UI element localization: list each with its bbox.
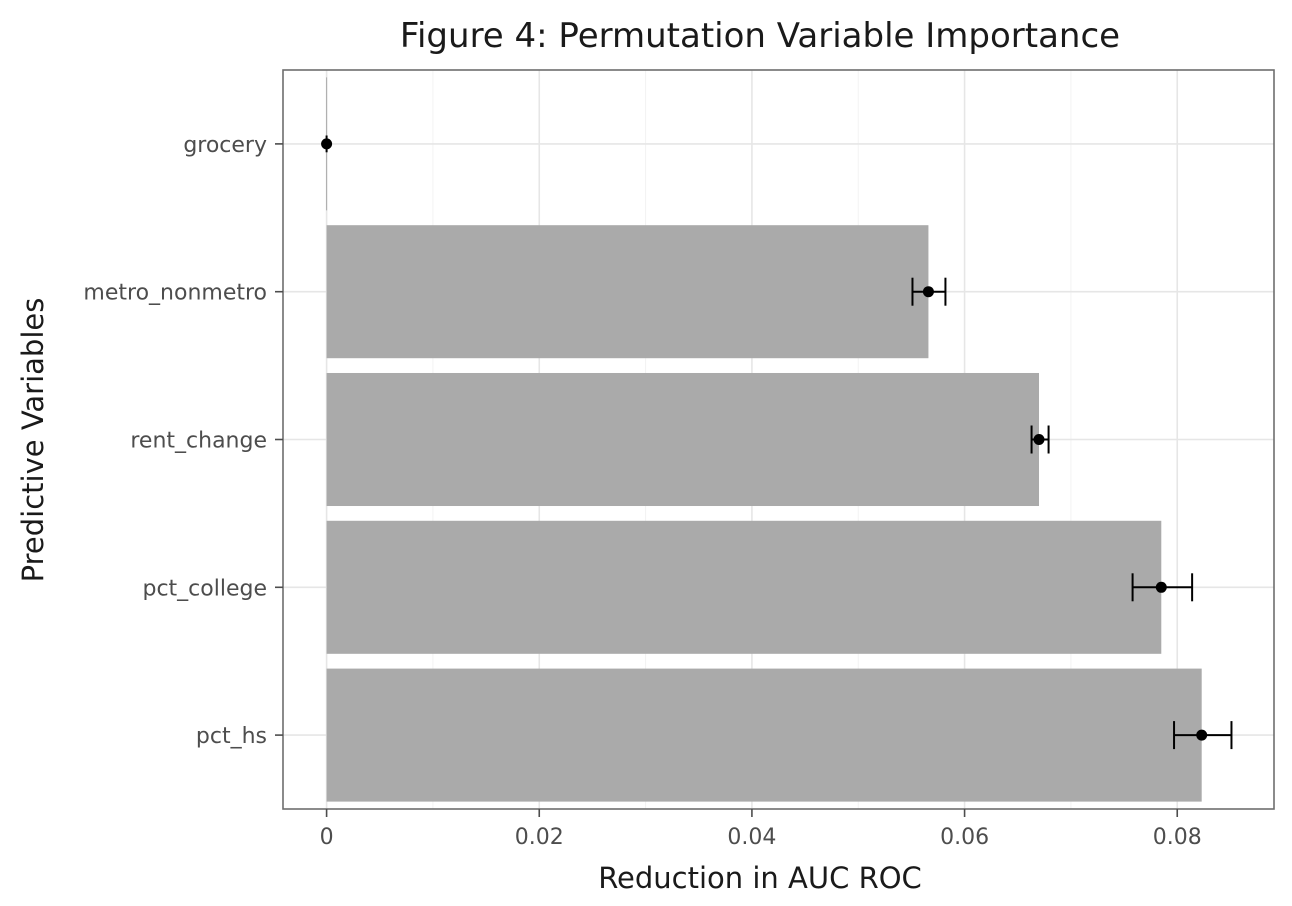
y-tick-label: pct_college	[142, 576, 267, 601]
bars	[326, 77, 1202, 802]
bar	[326, 372, 1040, 507]
y-tick-label: metro_nonmetro	[83, 281, 267, 306]
x-tick-label: 0.02	[515, 825, 564, 850]
x-tick-label: 0.06	[940, 825, 989, 850]
y-tick-label: grocery	[183, 133, 267, 158]
data-point	[1196, 729, 1208, 741]
bar	[326, 225, 929, 359]
y-axis-ticks: grocery metro_nonmetro rent_change pct_coll…	[83, 133, 283, 749]
data-point	[321, 138, 333, 150]
data-point	[1155, 581, 1167, 593]
y-axis-label: Predictive Variables	[16, 298, 50, 583]
data-point	[922, 286, 934, 298]
data-point	[1033, 434, 1045, 445]
x-axis-label: Reduction in AUC ROC	[598, 861, 922, 895]
x-axis-ticks: 0 0.02 0.04 0.06 0.08	[320, 809, 1202, 850]
bar	[326, 520, 1162, 654]
x-tick-label: 0.04	[727, 825, 776, 850]
error-bars	[321, 135, 1233, 750]
y-tick-label: pct_hs	[196, 724, 267, 749]
x-tick-label: 0	[320, 825, 334, 850]
x-tick-label: 0.08	[1153, 825, 1202, 850]
bar	[326, 668, 1202, 802]
chart-title: Figure 4: Permutation Variable Importanc…	[400, 16, 1120, 56]
y-tick-label: rent_change	[130, 429, 267, 454]
